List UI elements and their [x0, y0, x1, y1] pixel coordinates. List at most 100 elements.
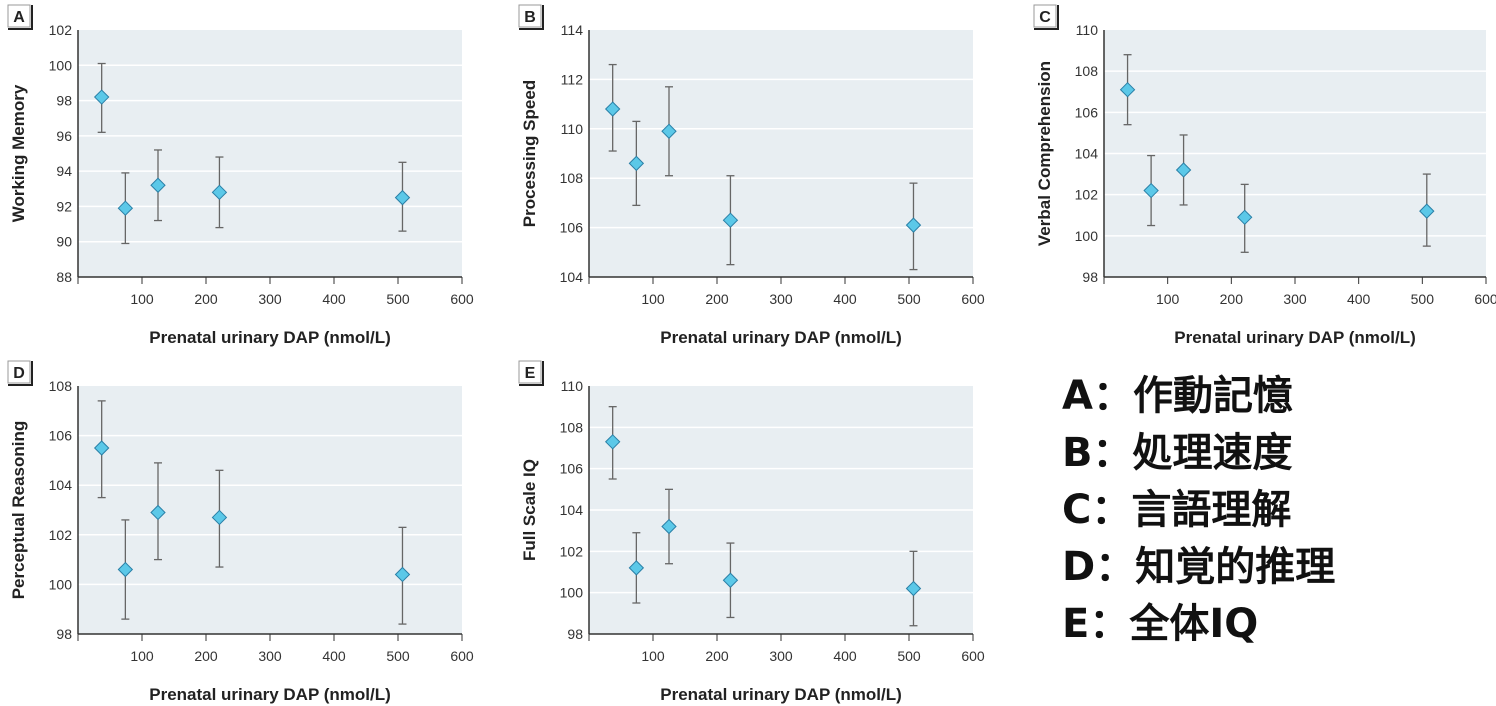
legend-item-c: C：言語理解 [1062, 487, 1292, 533]
panel-b: 104 106 108 110 112 114 100 200 300 400 500 600 Pren… [518, 4, 985, 347]
y-tick-label: 98 [56, 626, 72, 642]
panel-a: 88 90 92 94 96 98 100 102 100 200 300 400 500 600 Pren… [7, 4, 474, 347]
y-tick-label: 96 [56, 128, 72, 144]
x-tick-label: 500 [897, 291, 921, 307]
x-tick-label: 600 [961, 648, 985, 664]
panel-d: 98 100 102 104 106 108 100 200 300 400 500 600 Prena… [7, 360, 474, 704]
panel-letter: C [1039, 9, 1051, 26]
y-axis-label: Working Memory [9, 84, 28, 222]
x-tick-label: 300 [769, 648, 793, 664]
x-tick-label: 200 [705, 648, 729, 664]
panel-letter-box-shadow [1034, 5, 1059, 30]
x-tick-label: 200 [194, 648, 218, 664]
data-point [394, 566, 411, 583]
x-tick-label: 100 [641, 291, 665, 307]
x-tick-label: 400 [833, 648, 857, 664]
y-axis-label: Perceptual Reasoning [9, 421, 28, 600]
x-axis-label: Prenatal urinary DAP (nmol/L) [149, 685, 391, 704]
x-tick-label: 300 [258, 291, 282, 307]
y-tick-label: 102 [560, 543, 584, 559]
data-point [211, 509, 228, 526]
x-axis-label: Prenatal urinary DAP (nmol/L) [1174, 328, 1416, 347]
x-tick-label: 300 [258, 648, 282, 664]
y-tick-label: 98 [567, 626, 583, 642]
x-tick-label: 200 [705, 291, 729, 307]
data-point [1119, 81, 1136, 98]
panel-letter: A [13, 9, 25, 26]
x-tick-label: 600 [1474, 291, 1496, 307]
y-tick-label: 100 [49, 57, 73, 73]
panel-letter-box-shadow [8, 5, 33, 30]
x-tick-label: 100 [641, 648, 665, 664]
y-tick-label: 100 [49, 576, 73, 592]
y-axis-label: Full Scale IQ [520, 459, 539, 561]
data-point [604, 434, 621, 450]
plot-area [78, 386, 462, 634]
y-tick-label: 106 [1075, 104, 1099, 120]
data-point [1236, 209, 1253, 226]
y-tick-label: 102 [49, 22, 73, 38]
panel-letter: D [13, 365, 25, 382]
y-tick-label: 108 [49, 378, 73, 394]
y-tick-label: 104 [1075, 146, 1099, 162]
legend-item-e: E：全体IQ [1062, 601, 1259, 647]
y-tick-label: 108 [560, 419, 584, 435]
panel-c: 98 100 102 104 106 108 110 100 200 300 400 500 600 Pr… [1033, 4, 1496, 347]
y-tick-label: 112 [561, 71, 584, 87]
x-tick-label: 600 [450, 648, 474, 664]
y-tick-label: 102 [49, 527, 73, 543]
y-tick-label: 92 [56, 198, 72, 214]
x-tick-label: 600 [961, 291, 985, 307]
y-tick-label: 100 [560, 585, 584, 601]
data-point [150, 504, 166, 521]
data-point [661, 123, 677, 139]
data-point [211, 184, 228, 201]
data-point [1143, 182, 1159, 199]
x-tick-label: 500 [386, 291, 410, 307]
data-point [117, 200, 134, 216]
y-tick-label: 98 [1082, 269, 1098, 285]
data-point [150, 177, 166, 193]
x-tick-label: 100 [1156, 291, 1180, 307]
data-point [604, 101, 621, 117]
data-point [722, 212, 739, 228]
y-tick-label: 94 [56, 163, 72, 179]
data-point [117, 561, 134, 578]
y-tick-label: 108 [560, 170, 584, 186]
data-point [628, 155, 645, 172]
x-axis-label: Prenatal urinary DAP (nmol/L) [149, 328, 391, 347]
y-tick-label: 110 [1076, 22, 1099, 38]
x-tick-label: 200 [1220, 291, 1244, 307]
x-tick-label: 400 [1347, 291, 1371, 307]
x-tick-label: 500 [1411, 291, 1435, 307]
y-tick-label: 106 [49, 428, 73, 444]
y-tick-label: 106 [560, 220, 584, 236]
x-tick-label: 200 [194, 291, 218, 307]
x-tick-label: 500 [386, 648, 410, 664]
y-tick-label: 106 [560, 461, 584, 477]
x-tick-label: 600 [450, 291, 474, 307]
data-point [93, 440, 110, 456]
x-axis-label: Prenatal urinary DAP (nmol/L) [660, 685, 902, 704]
y-tick-label: 104 [560, 502, 584, 518]
legend: A：作動記憶 B：処理速度 C：言語理解 D：知覚的推理 E：全体IQ [1062, 368, 1335, 653]
x-tick-label: 400 [322, 648, 346, 664]
panel-letter-box [7, 360, 31, 384]
y-tick-label: 102 [1075, 187, 1099, 203]
panel-letter-box [7, 4, 31, 28]
y-tick-label: 100 [1075, 228, 1099, 244]
x-tick-label: 400 [833, 291, 857, 307]
panel-letter-box-shadow [519, 5, 544, 30]
legend-item-b: B：処理速度 [1062, 430, 1293, 476]
plot-area [589, 30, 973, 277]
data-point [93, 89, 110, 105]
panel-letter-box [518, 4, 542, 28]
panel-e: 98 100 102 104 106 108 110 100 200 300 400 500 600 Pr… [518, 360, 985, 704]
data-point [1175, 162, 1192, 178]
y-tick-label: 90 [56, 234, 72, 250]
data-point [628, 560, 645, 576]
y-axis-label: Processing Speed [520, 80, 539, 227]
panel-letter-box [1033, 4, 1057, 28]
